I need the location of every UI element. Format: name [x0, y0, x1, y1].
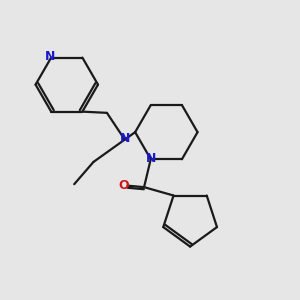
Text: N: N	[119, 132, 130, 145]
Text: N: N	[146, 152, 157, 165]
Text: N: N	[44, 50, 55, 63]
Text: O: O	[119, 179, 130, 192]
